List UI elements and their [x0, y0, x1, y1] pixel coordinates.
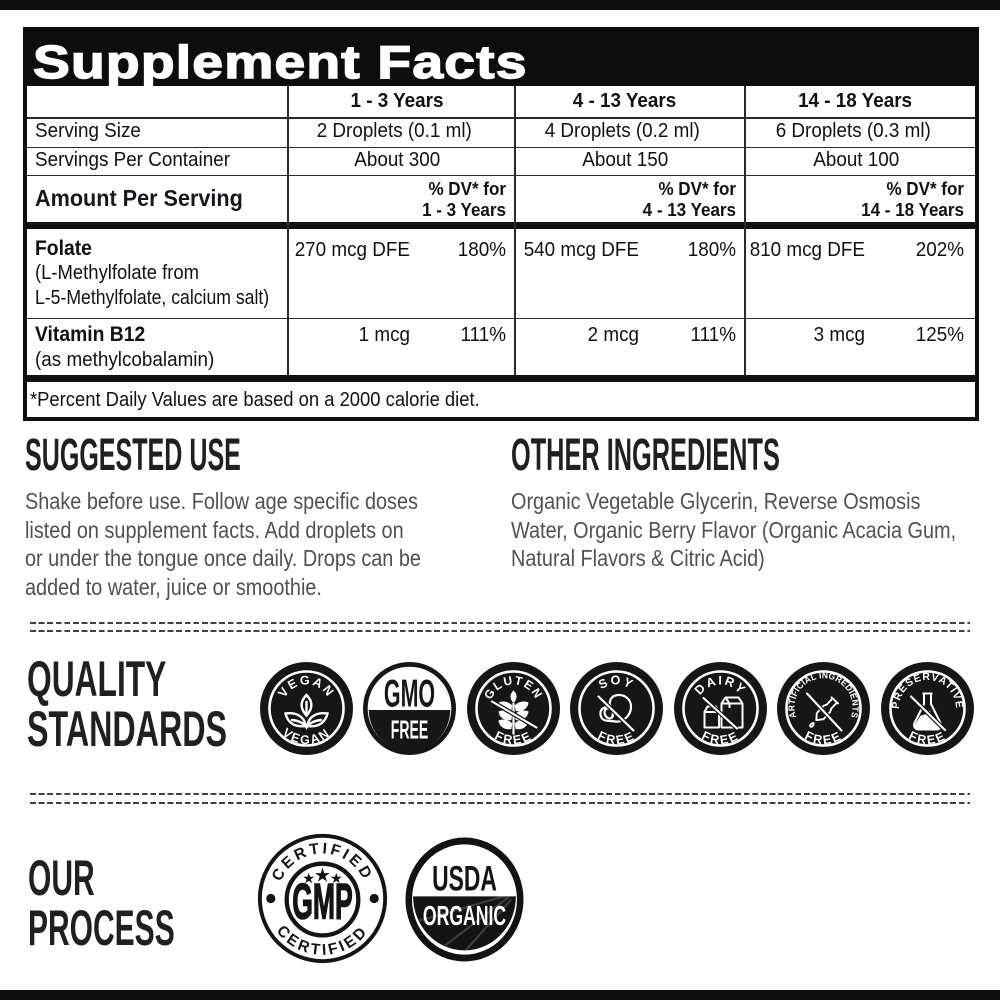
svg-text:VEGAN: VEGAN: [279, 725, 332, 747]
svg-text:FREE: FREE: [391, 716, 428, 745]
svg-text:ORGANIC: ORGANIC: [423, 900, 506, 931]
svg-text:GMP: GMP: [292, 873, 353, 929]
svg-text:USDA: USDA: [432, 859, 497, 898]
svg-text:GMO: GMO: [384, 671, 435, 714]
